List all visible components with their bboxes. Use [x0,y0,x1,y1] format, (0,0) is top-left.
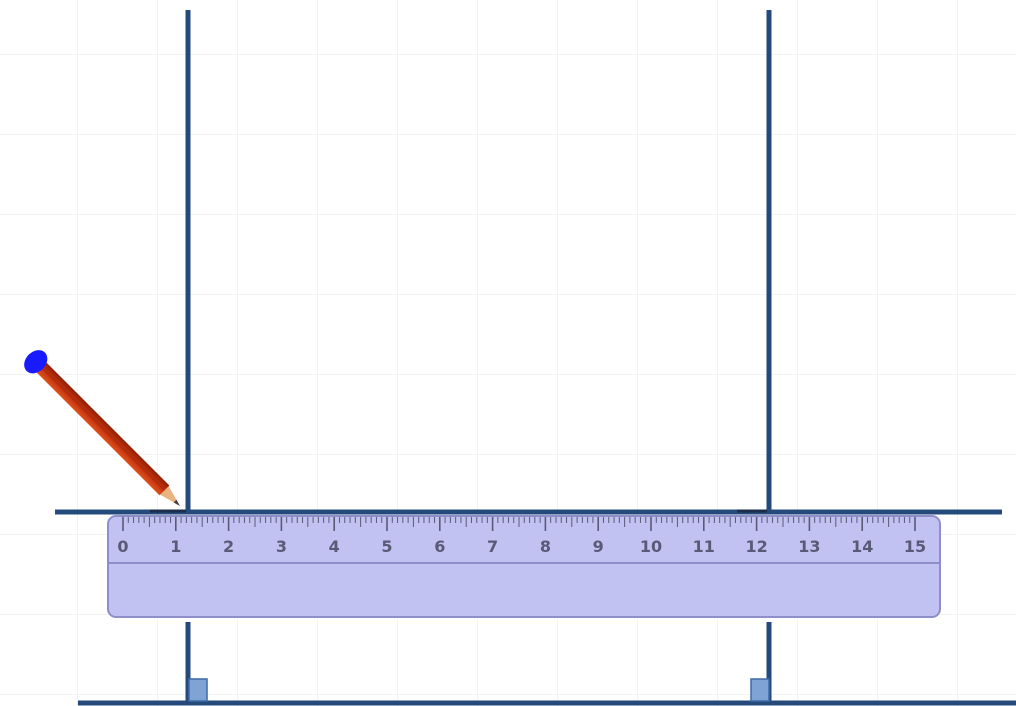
ruler-tick-label: 2 [223,537,234,556]
ruler-tick-label: 0 [117,537,128,556]
ruler-tick-label: 11 [693,537,715,556]
ruler-ticks [122,517,916,531]
right-angle-marker-left [188,678,208,702]
pencil-lead [173,499,180,506]
pencil-icon[interactable] [19,345,189,515]
pencil-stripe [36,362,165,491]
pencil-eraser [24,350,48,374]
ruler-tick-label: 7 [487,537,498,556]
ruler-labels: 0 1 2 3 4 5 6 7 8 9 10 11 12 13 14 15 [117,537,926,556]
ruler-tick-label: 9 [593,537,604,556]
ruler-tick-label: 3 [276,537,287,556]
ruler-tick-label: 1 [170,537,181,556]
ruler-body[interactable] [107,515,941,618]
ruler[interactable]: 0 1 2 3 4 5 6 7 8 9 10 11 12 13 14 15 [107,515,941,618]
ruler-tick-label: 10 [640,537,662,556]
ruler-tick-label: 15 [904,537,926,556]
ruler-tick-label: 8 [540,537,551,556]
ruler-tick-label: 5 [381,537,392,556]
ruler-tick-label: 14 [851,537,873,556]
ruler-tick-label: 6 [434,537,445,556]
ruler-tick-label: 13 [798,537,820,556]
ruler-tick-label: 12 [745,537,767,556]
ruler-tick-label: 4 [329,537,340,556]
right-angle-marker-right [750,678,770,702]
